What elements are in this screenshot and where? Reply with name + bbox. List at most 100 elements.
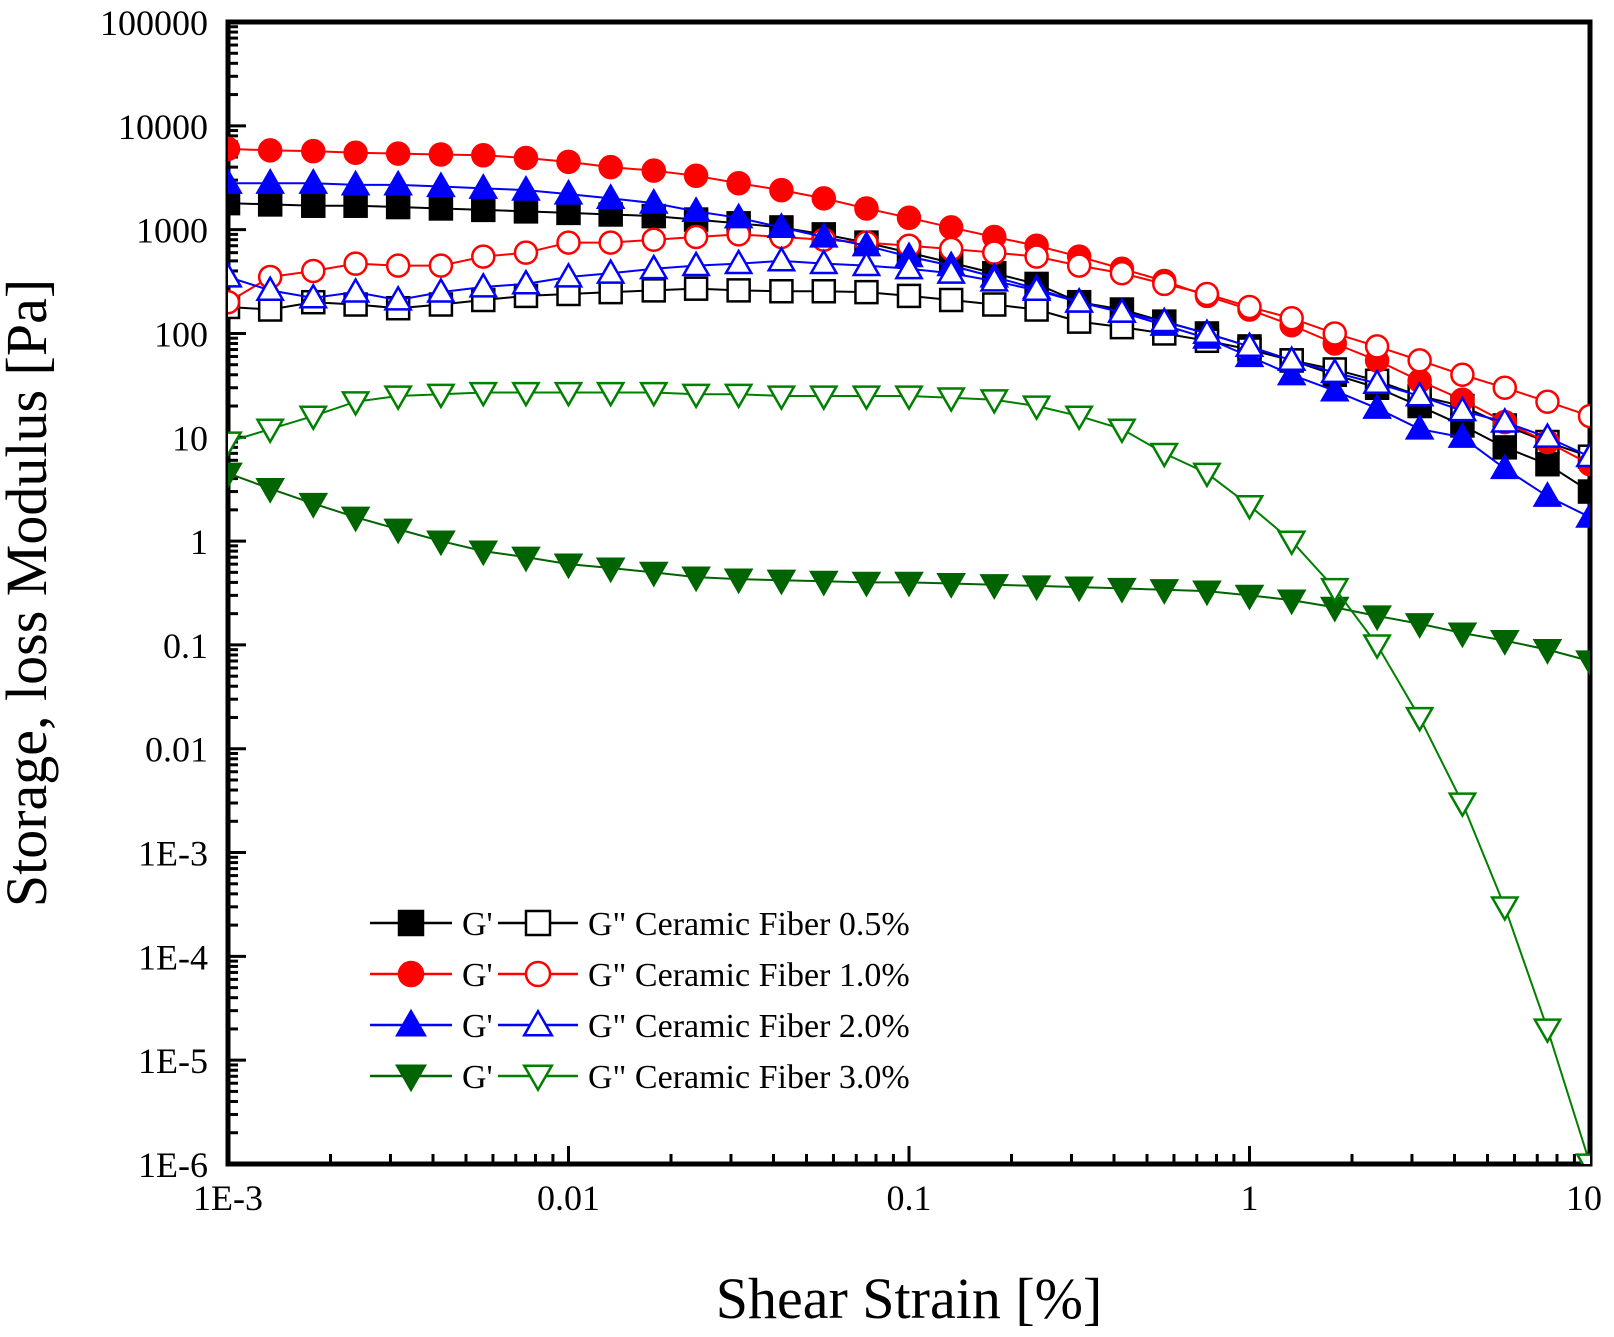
data-point (1064, 287, 1094, 313)
y-tick-label: 0.1 (163, 626, 208, 666)
data-point (938, 287, 964, 313)
data-point (1149, 306, 1180, 333)
data-point (1319, 577, 1350, 604)
data-point (553, 381, 584, 408)
data-point (1149, 579, 1180, 605)
data-point (1489, 630, 1520, 656)
data-point (1575, 502, 1590, 528)
y-tick-label: 0.01 (145, 730, 208, 770)
data-point (808, 385, 839, 412)
data-point (343, 140, 368, 166)
data-point (808, 570, 839, 597)
data-point (766, 385, 797, 412)
data-point (228, 190, 241, 216)
y-tick-label: 1E-5 (138, 1041, 208, 1081)
legend-gp-label: G' (462, 1008, 493, 1045)
data-point (598, 230, 623, 255)
x-tick-label: 1 (1241, 1178, 1259, 1218)
data-point (1319, 357, 1350, 384)
legend-marker (522, 1008, 554, 1037)
data-point (1404, 380, 1435, 407)
data-point (681, 566, 711, 593)
data-point (1575, 1153, 1590, 1164)
legend-marker (524, 960, 552, 988)
data-point (638, 381, 669, 408)
data-point (556, 230, 581, 255)
data-point (511, 546, 541, 573)
data-point (255, 478, 285, 504)
data-point (1021, 575, 1052, 602)
data-point (228, 289, 241, 315)
data-point (769, 177, 794, 203)
data-point (1532, 422, 1563, 448)
data-point (228, 168, 243, 194)
y-tick-label: 1E-4 (138, 937, 208, 977)
y-tick-label: 1E-3 (138, 834, 208, 874)
legend-marker (522, 1064, 554, 1093)
data-point (257, 138, 283, 163)
y-tick-label: 1 (190, 522, 208, 562)
legend-marker (397, 909, 425, 937)
data-point (1276, 359, 1307, 386)
legend-gpp-label: G" Ceramic Fiber 0.5% (588, 906, 910, 943)
data-point (298, 282, 329, 309)
data-point (1362, 634, 1392, 661)
data-point (340, 276, 371, 303)
data-point (255, 275, 285, 301)
data-point (1362, 605, 1392, 632)
data-point (723, 383, 754, 410)
data-point (1024, 297, 1049, 322)
data-point (896, 283, 922, 309)
data-point (257, 297, 283, 322)
legend-marker (397, 960, 425, 988)
data-point (681, 196, 711, 222)
data-point (228, 261, 243, 288)
data-point (808, 248, 839, 275)
data-point (1107, 418, 1137, 445)
data-point (638, 253, 669, 280)
data-point (1064, 405, 1094, 432)
data-point (683, 224, 709, 250)
data-point (513, 145, 539, 171)
data-point (896, 205, 922, 231)
x-tick-label: 0.01 (537, 1178, 600, 1218)
series-line (228, 391, 1590, 1164)
data-point (641, 278, 667, 303)
data-point (511, 268, 541, 295)
data-point (1532, 481, 1563, 507)
data-point (468, 540, 499, 567)
data-point (556, 200, 581, 226)
data-point (598, 279, 623, 305)
data-point (298, 492, 329, 519)
y-tick-label: 1E-6 (138, 1145, 208, 1185)
y-axis-title: Storage, loss Modulus [Pa] (0, 279, 59, 907)
data-point (340, 391, 371, 417)
data-point (255, 168, 285, 194)
data-point (511, 381, 541, 408)
data-point (979, 574, 1010, 600)
legend-gp-label: G' (462, 957, 493, 994)
data-point (1447, 792, 1478, 819)
y-tick-label: 100 (154, 314, 208, 354)
data-point (298, 405, 329, 432)
data-point (385, 253, 411, 278)
data-point (723, 202, 754, 229)
data-point (343, 193, 368, 218)
data-point (1447, 622, 1478, 649)
data-point (1024, 244, 1049, 269)
data-point (1447, 422, 1478, 448)
legend-entry: G' G" Ceramic Fiber 3.0% (370, 1059, 910, 1096)
data-point (1194, 281, 1220, 307)
series-1 (228, 276, 1590, 469)
data-point (513, 240, 539, 265)
data-point (1064, 576, 1094, 603)
legend-gpp-label: G" Ceramic Fiber 2.0% (588, 1008, 910, 1045)
legend-entry: G' G" Ceramic Fiber 2.0% (370, 1008, 910, 1045)
data-point (595, 381, 626, 408)
x-tick-label: 0.1 (887, 1178, 932, 1218)
data-point (1535, 451, 1560, 477)
series-7 (228, 381, 1590, 1164)
data-point (854, 196, 879, 221)
data-point (1577, 403, 1590, 429)
data-point (851, 571, 882, 598)
